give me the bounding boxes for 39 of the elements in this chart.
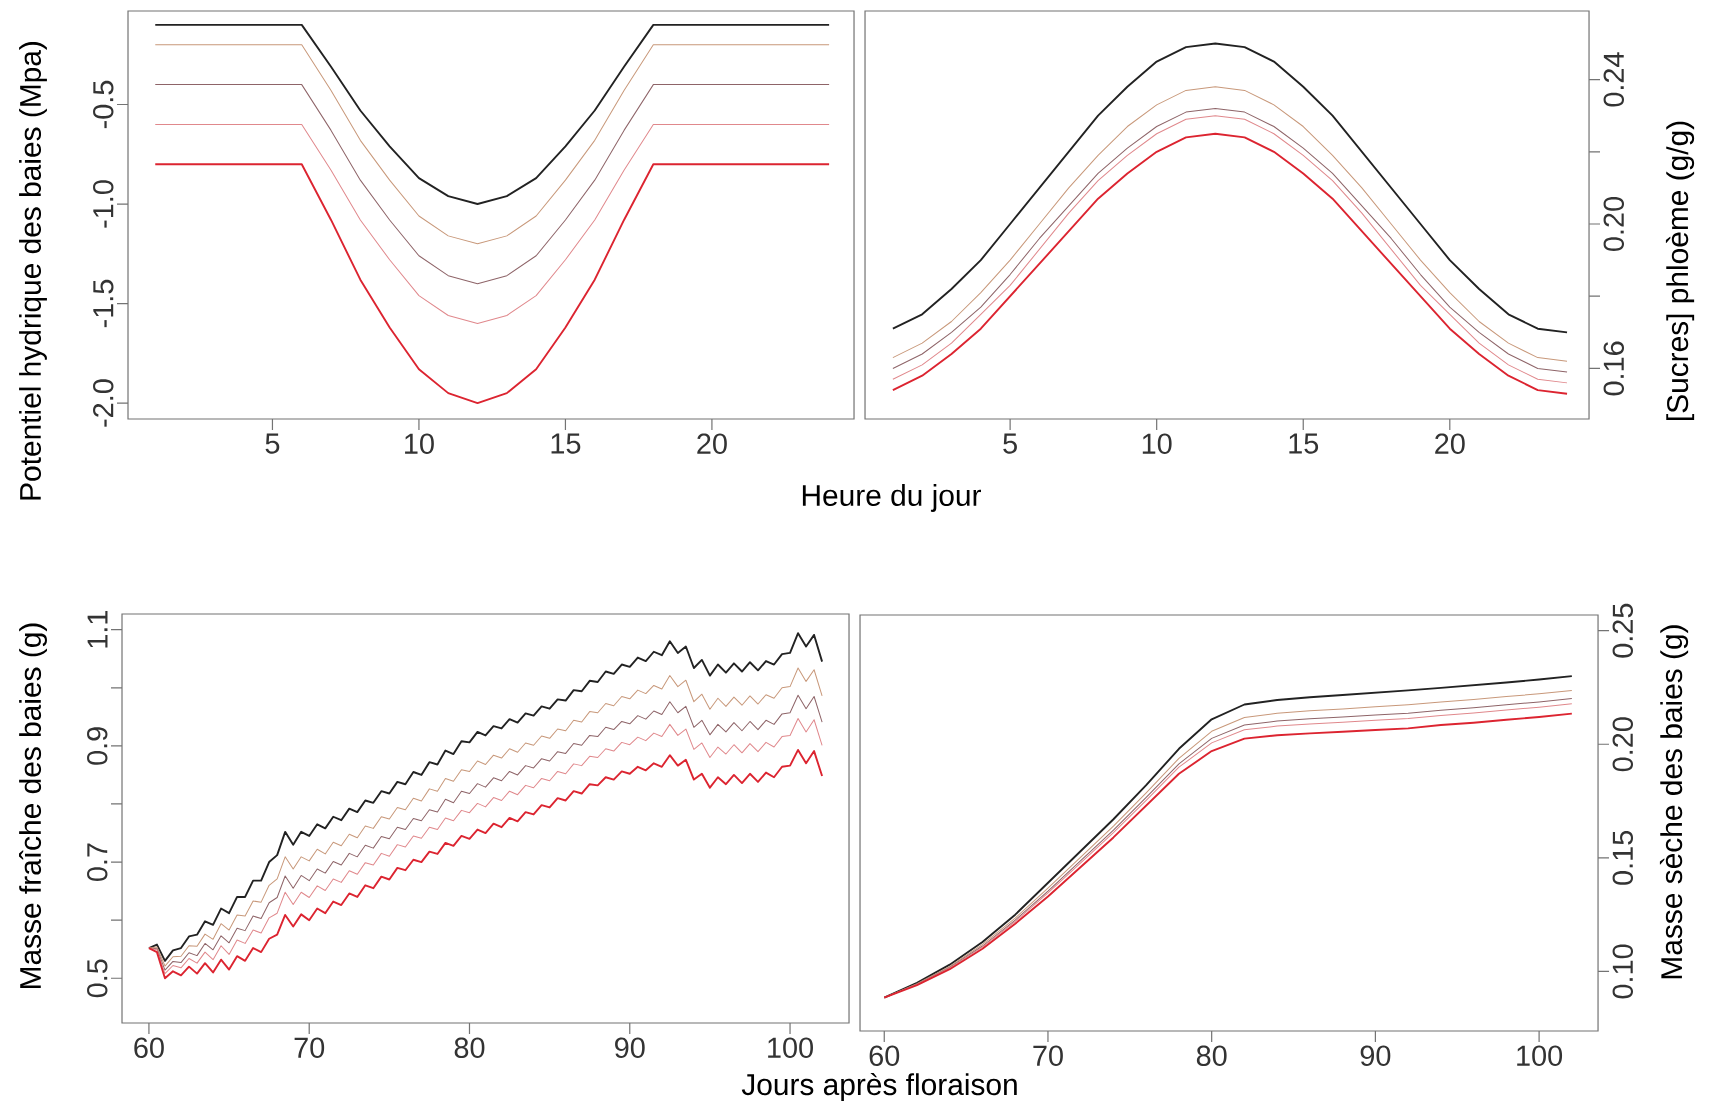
y-tick-label: 0.20 <box>1612 717 1634 772</box>
x-tick-label: 80 <box>1196 1045 1227 1066</box>
x-tick-label: 5 <box>1003 433 1017 454</box>
y-tick-label: 0.9 <box>87 727 108 765</box>
x-axis-title: Heure du jour <box>802 484 981 512</box>
y-tick-label: -0.5 <box>93 80 114 129</box>
x-tick-label: 60 <box>134 1037 164 1058</box>
y-tick-label: 0.5 <box>87 959 108 998</box>
x-tick-label: 100 <box>1517 1045 1563 1066</box>
y-axis-title: Potentiel hydrique des baies (Mpa) <box>19 42 47 500</box>
y-tick-label: 0.15 <box>1612 830 1634 885</box>
y-tick-label: -1.5 <box>93 279 114 328</box>
x-tick-label: 70 <box>1033 1045 1063 1066</box>
x-tick-label: 70 <box>294 1037 325 1058</box>
y-tick-label: 0.20 <box>1603 197 1625 251</box>
y-tick-label: 0.16 <box>1603 341 1625 396</box>
y-axis-title: Masse sèche des baies (g) <box>1659 625 1689 979</box>
y-axis-title: Masse fraîche des baies (g) <box>19 623 47 988</box>
x-tick-label: 20 <box>1435 433 1465 454</box>
y-tick-label: 0.7 <box>87 843 108 882</box>
y-axis-title: [Sucres] phloème (g/g) <box>1665 121 1695 421</box>
x-tick-label: 20 <box>697 433 727 454</box>
x-tick-label: 60 <box>869 1045 900 1066</box>
x-tick-label: 10 <box>405 433 434 454</box>
x-tick-label: 5 <box>265 433 280 454</box>
y-tick-label: 0.10 <box>1612 944 1634 999</box>
x-tick-label: 100 <box>768 1037 813 1058</box>
x-tick-label: 90 <box>615 1037 645 1058</box>
x-tick-label: 15 <box>551 433 581 454</box>
x-tick-label: 10 <box>1142 433 1172 454</box>
x-axis-title: Jours après floraison <box>741 1072 1017 1102</box>
y-tick-label: -1.0 <box>93 180 114 228</box>
y-tick-label: 0.25 <box>1612 603 1634 658</box>
y-tick-label: 0.24 <box>1603 52 1625 107</box>
x-tick-label: 15 <box>1289 433 1319 454</box>
y-tick-label: -2.0 <box>93 379 114 427</box>
x-tick-label: 80 <box>454 1037 485 1058</box>
y-tick-label: 1.1 <box>87 611 108 648</box>
x-tick-label: 90 <box>1360 1045 1391 1066</box>
